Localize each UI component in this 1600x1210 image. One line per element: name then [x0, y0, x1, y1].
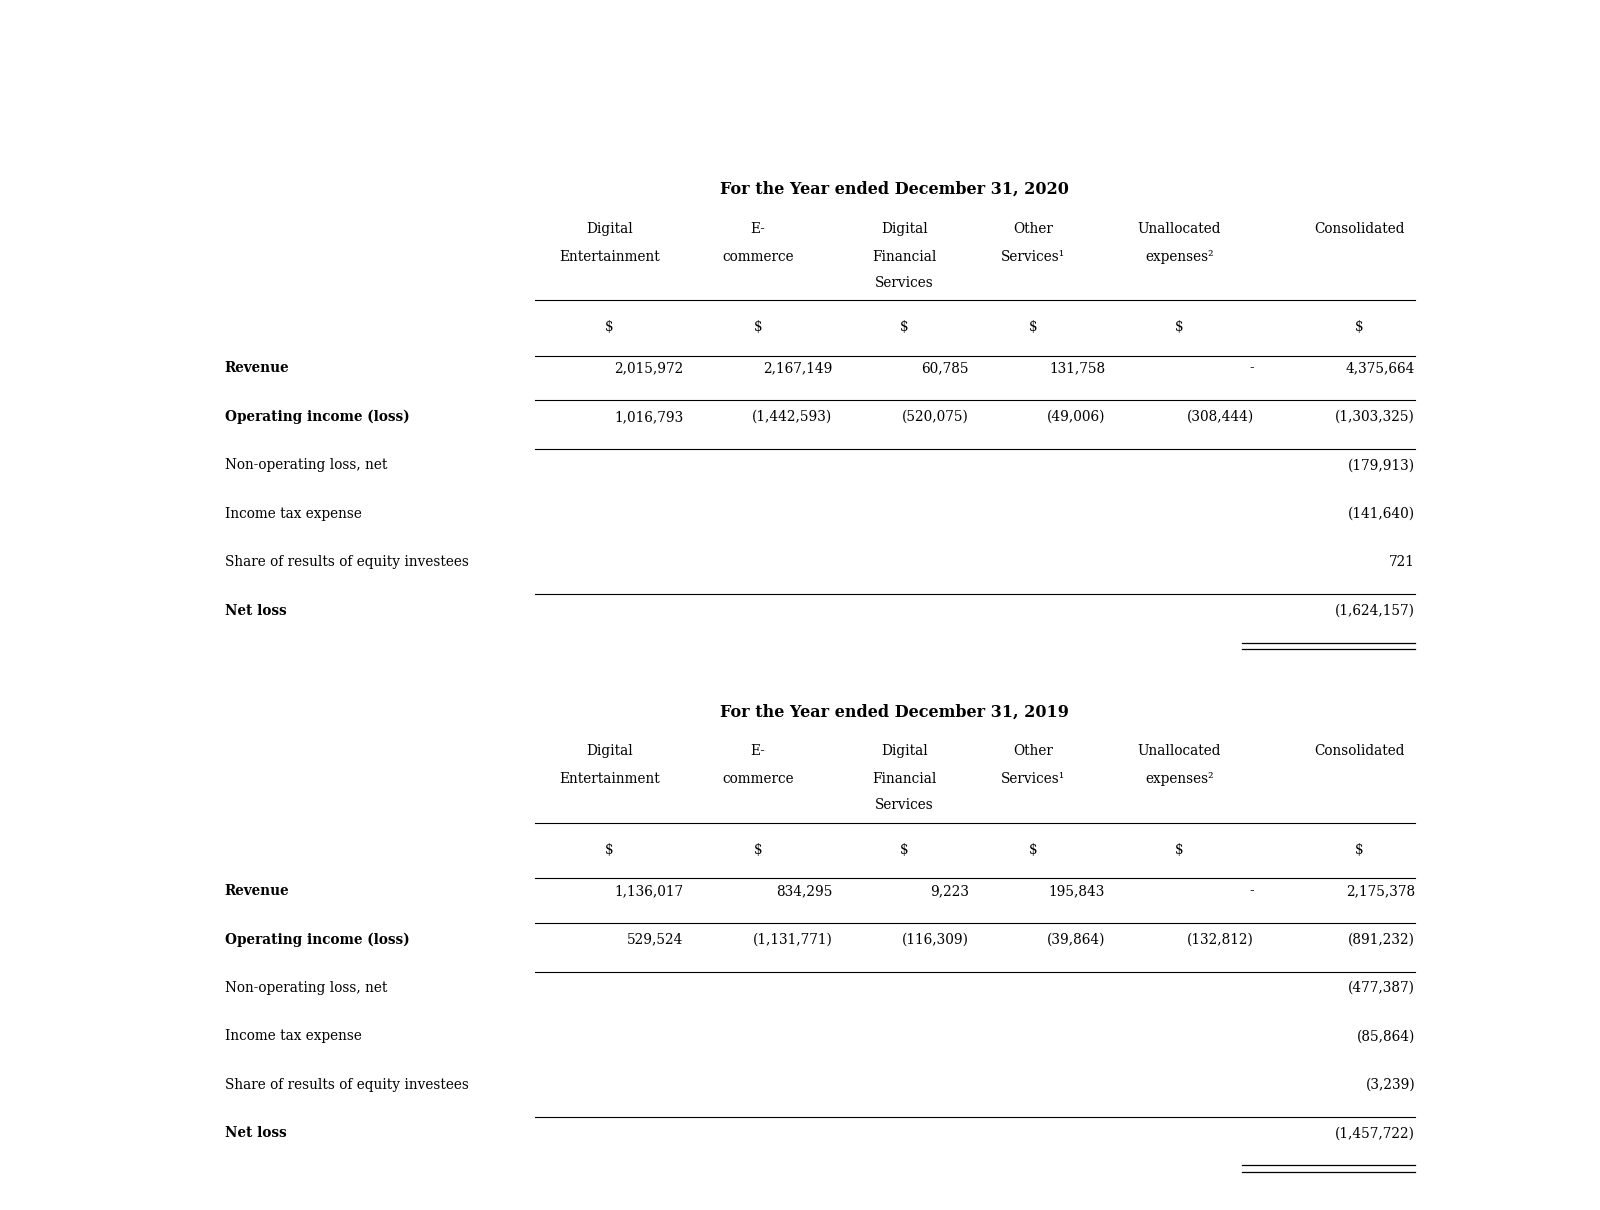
Text: $: $: [1029, 321, 1037, 334]
Text: (1,303,325): (1,303,325): [1336, 410, 1416, 424]
Text: $: $: [901, 843, 909, 857]
Text: Consolidated: Consolidated: [1314, 221, 1405, 236]
Text: $: $: [605, 843, 613, 857]
Text: (1,457,722): (1,457,722): [1334, 1127, 1416, 1140]
Text: Digital: Digital: [882, 221, 928, 236]
Text: $: $: [754, 321, 762, 334]
Text: 131,758: 131,758: [1050, 362, 1106, 375]
Text: Digital: Digital: [586, 221, 632, 236]
Text: Entertainment: Entertainment: [558, 772, 659, 786]
Text: 9,223: 9,223: [930, 885, 970, 898]
Text: (477,387): (477,387): [1349, 981, 1416, 995]
Text: E-: E-: [750, 221, 765, 236]
Text: -: -: [1250, 885, 1254, 898]
Text: Other: Other: [1013, 744, 1053, 759]
Text: (1,131,771): (1,131,771): [752, 933, 832, 946]
Text: Non-operating loss, net: Non-operating loss, net: [224, 981, 387, 995]
Text: Income tax expense: Income tax expense: [224, 507, 362, 520]
Text: commerce: commerce: [722, 772, 794, 786]
Text: (520,075): (520,075): [902, 410, 970, 424]
Text: For the Year ended December 31, 2020: For the Year ended December 31, 2020: [720, 180, 1069, 197]
Text: 2,167,149: 2,167,149: [763, 362, 832, 375]
Text: 1,136,017: 1,136,017: [614, 885, 683, 898]
Text: For the Year ended December 31, 2019: For the Year ended December 31, 2019: [720, 703, 1069, 720]
Text: 834,295: 834,295: [776, 885, 832, 898]
Text: Net loss: Net loss: [224, 604, 286, 617]
Text: (1,442,593): (1,442,593): [752, 410, 832, 424]
Text: Net loss: Net loss: [224, 1127, 286, 1140]
Text: expenses²: expenses²: [1146, 249, 1214, 264]
Text: 60,785: 60,785: [922, 362, 970, 375]
Text: Unallocated: Unallocated: [1138, 221, 1221, 236]
Text: $: $: [1029, 843, 1037, 857]
Text: commerce: commerce: [722, 249, 794, 264]
Text: (141,640): (141,640): [1349, 507, 1416, 520]
Text: $: $: [1355, 321, 1363, 334]
Text: Services: Services: [875, 276, 934, 289]
Text: (132,812): (132,812): [1187, 933, 1254, 946]
Text: (179,913): (179,913): [1349, 459, 1416, 472]
Text: 529,524: 529,524: [627, 933, 683, 946]
Text: (85,864): (85,864): [1357, 1030, 1416, 1043]
Text: Entertainment: Entertainment: [558, 249, 659, 264]
Text: $: $: [1355, 843, 1363, 857]
Text: Financial: Financial: [872, 772, 936, 786]
Text: Financial: Financial: [872, 249, 936, 264]
Text: 4,375,664: 4,375,664: [1346, 362, 1416, 375]
Text: Services¹: Services¹: [1002, 772, 1066, 786]
Text: Share of results of equity investees: Share of results of equity investees: [224, 1078, 469, 1091]
Text: $: $: [901, 321, 909, 334]
Text: expenses²: expenses²: [1146, 772, 1214, 786]
Text: Non-operating loss, net: Non-operating loss, net: [224, 459, 387, 472]
Text: 195,843: 195,843: [1050, 885, 1106, 898]
Text: 721: 721: [1389, 555, 1416, 569]
Text: 2,175,378: 2,175,378: [1346, 885, 1416, 898]
Text: (49,006): (49,006): [1046, 410, 1106, 424]
Text: (39,864): (39,864): [1046, 933, 1106, 946]
Text: Other: Other: [1013, 221, 1053, 236]
Text: (116,309): (116,309): [902, 933, 970, 946]
Text: Services¹: Services¹: [1002, 249, 1066, 264]
Text: 2,015,972: 2,015,972: [614, 362, 683, 375]
Text: Revenue: Revenue: [224, 362, 290, 375]
Text: $: $: [605, 321, 613, 334]
Text: -: -: [1250, 362, 1254, 375]
Text: (1,624,157): (1,624,157): [1334, 604, 1416, 617]
Text: Operating income (loss): Operating income (loss): [224, 933, 410, 947]
Text: Income tax expense: Income tax expense: [224, 1030, 362, 1043]
Text: Operating income (loss): Operating income (loss): [224, 410, 410, 425]
Text: Unallocated: Unallocated: [1138, 744, 1221, 759]
Text: Digital: Digital: [882, 744, 928, 759]
Text: Consolidated: Consolidated: [1314, 744, 1405, 759]
Text: (308,444): (308,444): [1187, 410, 1254, 424]
Text: Services: Services: [875, 799, 934, 812]
Text: (891,232): (891,232): [1349, 933, 1416, 946]
Text: (3,239): (3,239): [1365, 1078, 1416, 1091]
Text: Share of results of equity investees: Share of results of equity investees: [224, 555, 469, 569]
Text: $: $: [754, 843, 762, 857]
Text: 1,016,793: 1,016,793: [614, 410, 683, 424]
Text: Revenue: Revenue: [224, 885, 290, 898]
Text: $: $: [1176, 321, 1184, 334]
Text: E-: E-: [750, 744, 765, 759]
Text: $: $: [1176, 843, 1184, 857]
Text: Digital: Digital: [586, 744, 632, 759]
